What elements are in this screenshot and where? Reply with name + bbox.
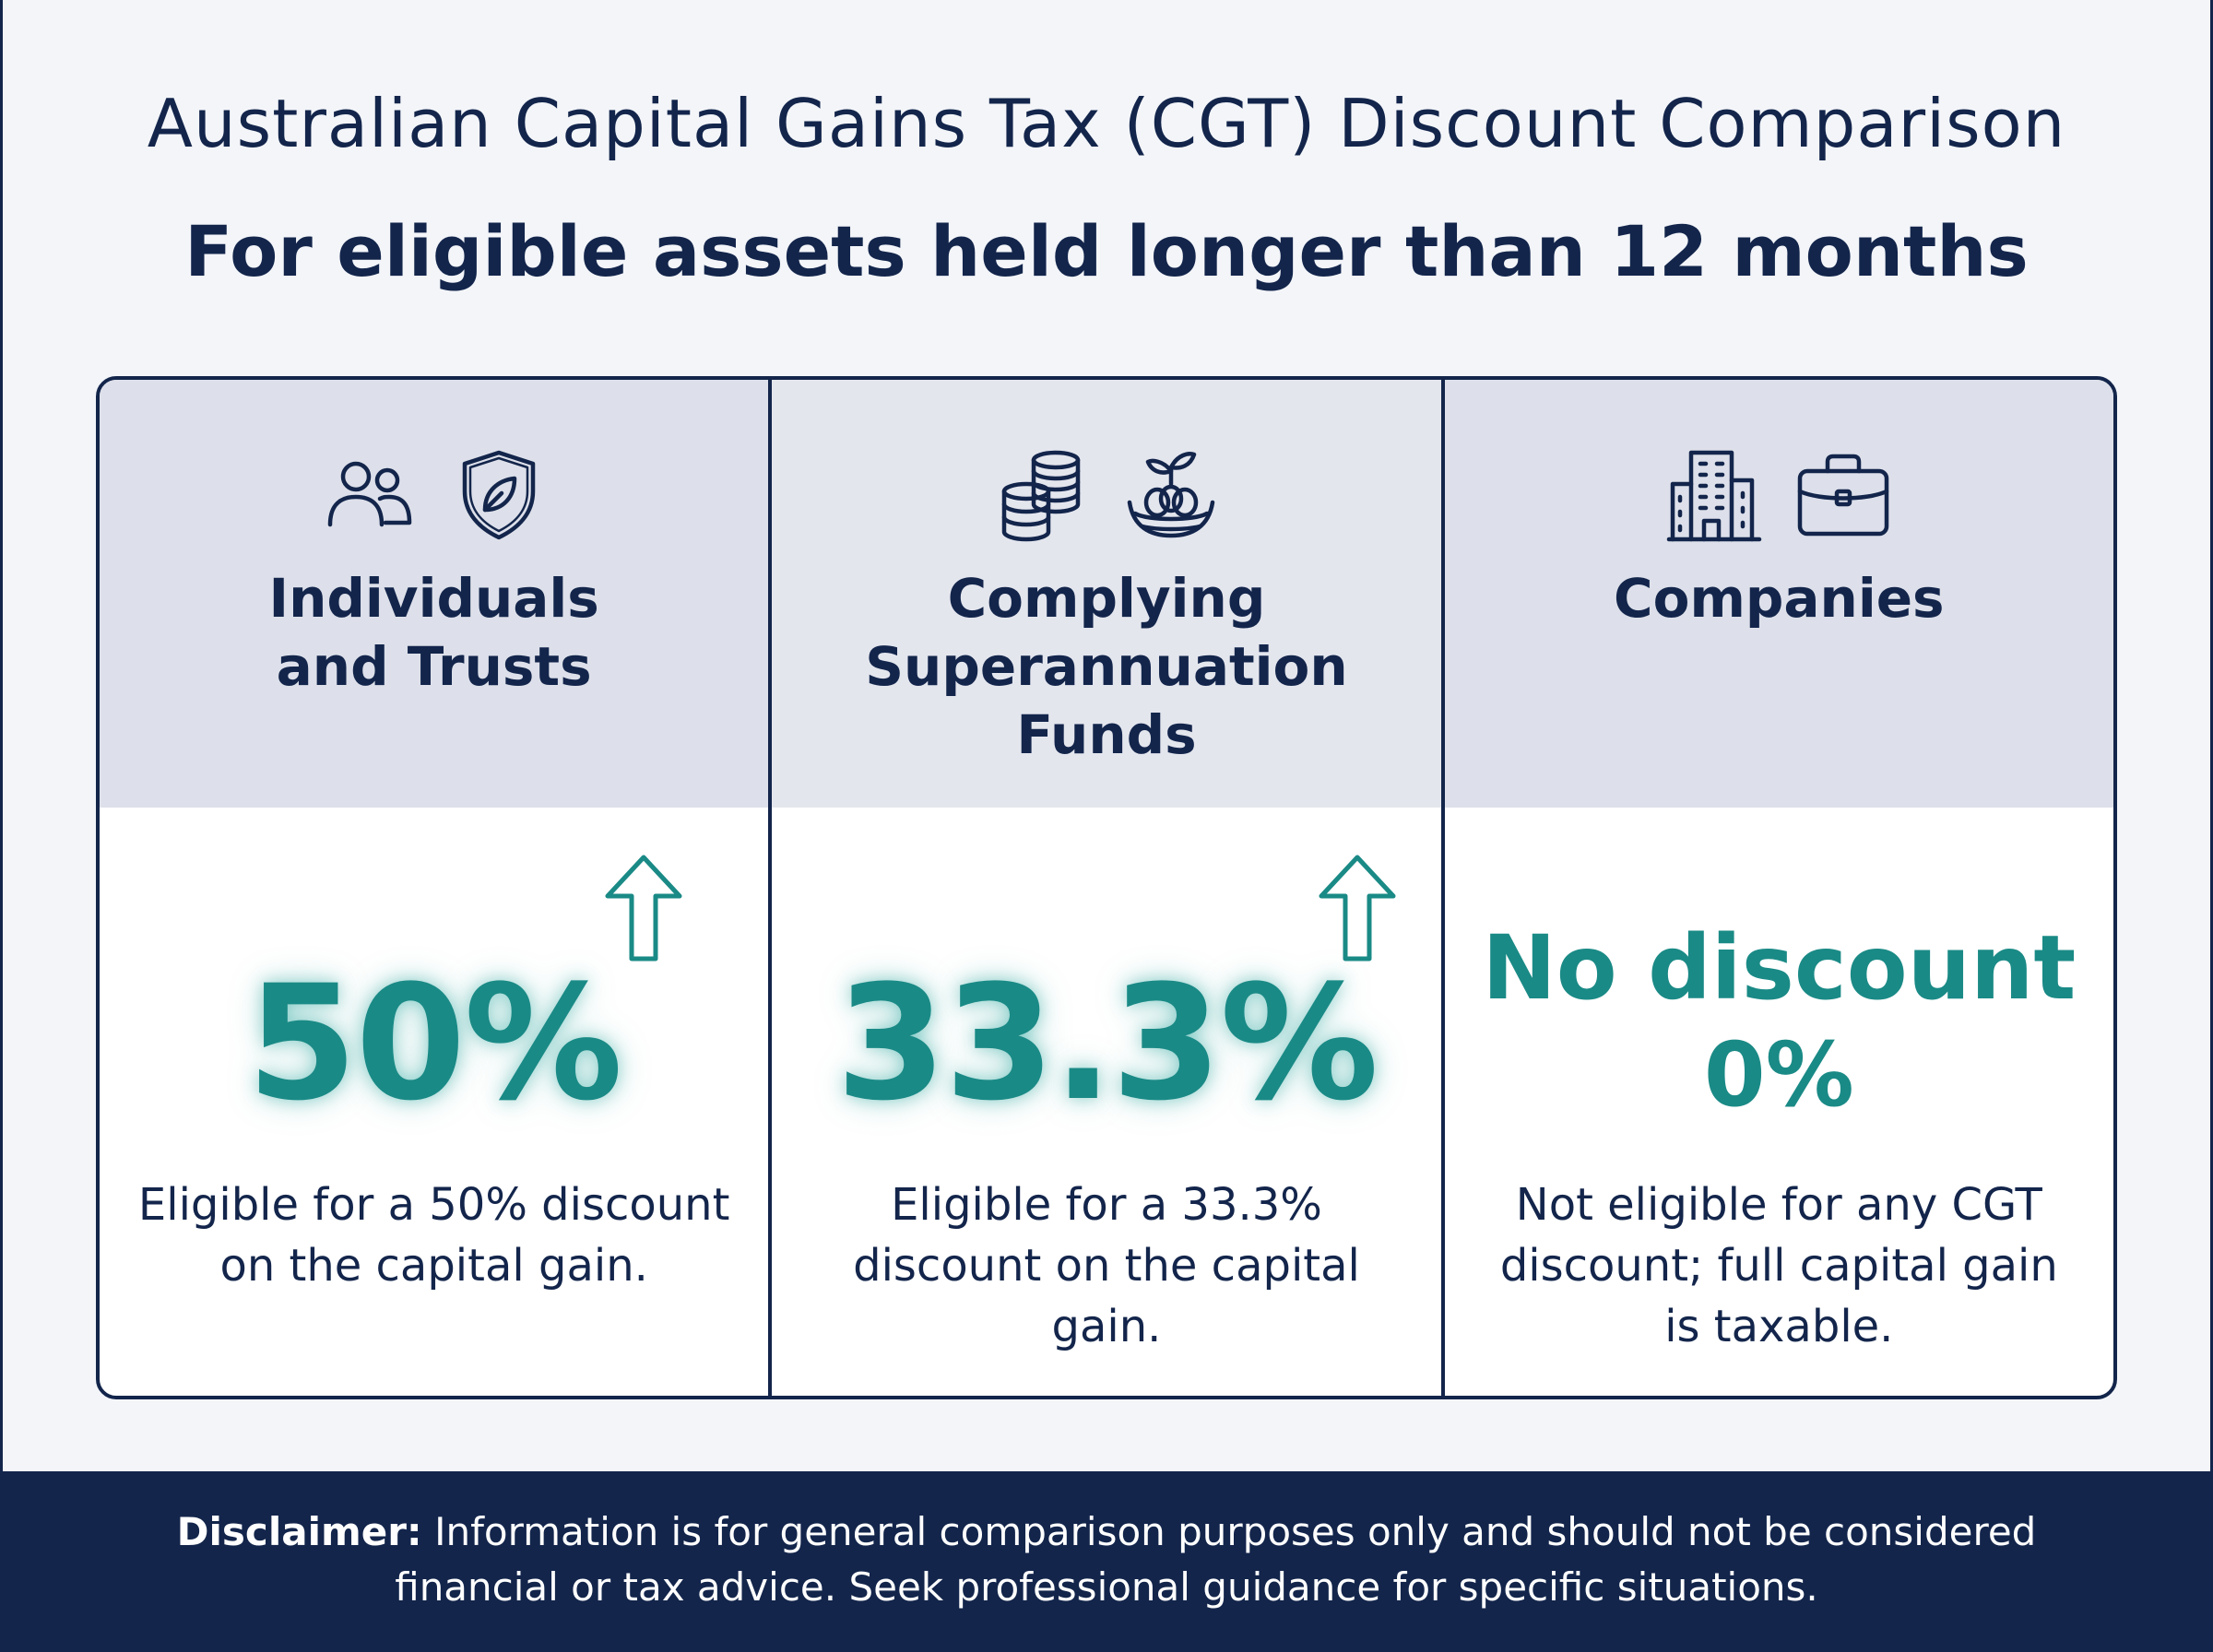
discount-value-line1: No discount <box>1482 916 2077 1020</box>
icon-group <box>1445 439 2113 549</box>
column-title: Companies <box>1614 567 1945 630</box>
disclaimer-footer: Disclaimer: Information is for general c… <box>0 1471 2213 1652</box>
column-title: Complying Superannuation Funds <box>865 567 1348 766</box>
discount-value: No discount 0% <box>1445 914 2113 1128</box>
column-individuals-trusts: Individuals and Trusts 50% Eligible for … <box>100 380 769 1396</box>
column-companies: Companies No discount 0% Not eligible fo… <box>1440 380 2113 1396</box>
column-header: Complying Superannuation Funds <box>772 380 1441 808</box>
people-icon <box>319 443 420 545</box>
nest-egg-icon <box>1120 443 1222 545</box>
column-description: Not eligible for any CGT discount; full … <box>1499 1179 2058 1352</box>
icon-group <box>100 439 768 549</box>
arrow-up-icon <box>1316 852 1399 962</box>
leaf-shield-icon <box>448 443 550 545</box>
disclaimer-label: Disclaimer: <box>176 1509 422 1554</box>
column-description: Eligible for a 33.3% discount on the cap… <box>853 1179 1360 1352</box>
disclaimer-text: Information is for general comparison pu… <box>395 1509 2037 1610</box>
discount-value: 33.3% <box>835 950 1379 1136</box>
coin-stacks-icon <box>991 443 1093 545</box>
discount-value-line2: 0% <box>1703 1023 1854 1127</box>
discount-value: 50% <box>246 950 623 1136</box>
briefcase-icon <box>1793 443 1894 545</box>
column-title: Individuals and Trusts <box>268 567 599 698</box>
column-header: Companies <box>1444 380 2113 808</box>
icon-group <box>772 439 1440 549</box>
comparison-table: Individuals and Trusts 50% Eligible for … <box>96 376 2117 1399</box>
column-superannuation-funds: Complying Superannuation Funds 33.3% Eli… <box>768 380 1441 1396</box>
page-subtitle: For eligible assets held longer than 12 … <box>184 210 2029 292</box>
column-description: Eligible for a 50% discount on the capit… <box>137 1179 730 1292</box>
office-building-icon <box>1663 443 1765 545</box>
column-header: Individuals and Trusts <box>100 380 769 808</box>
arrow-up-icon <box>602 852 685 962</box>
page-title: Australian Capital Gains Tax (CGT) Disco… <box>147 85 2066 162</box>
